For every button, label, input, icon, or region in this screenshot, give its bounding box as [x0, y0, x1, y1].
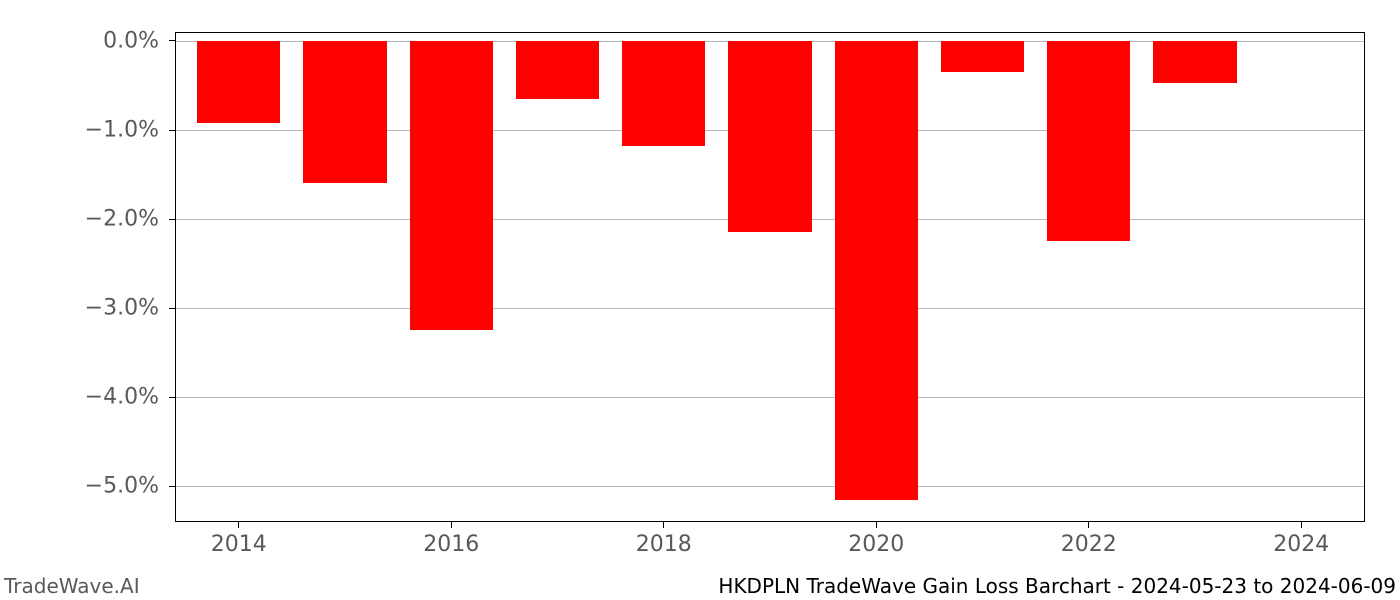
bar	[1047, 41, 1130, 241]
y-tick-mark	[169, 130, 175, 131]
x-tick-mark	[876, 522, 877, 528]
y-tick-mark	[169, 219, 175, 220]
gridline	[175, 397, 1365, 398]
x-tick-mark	[238, 522, 239, 528]
bar	[941, 41, 1024, 72]
bar	[1153, 41, 1236, 83]
x-tick-label: 2018	[636, 532, 692, 557]
bar	[728, 41, 811, 233]
y-tick-mark	[169, 40, 175, 41]
y-tick-label: −3.0%	[0, 296, 159, 321]
x-tick-mark	[1301, 522, 1302, 528]
x-tick-label: 2016	[423, 532, 479, 557]
bar	[622, 41, 705, 146]
bar	[835, 41, 918, 500]
y-tick-label: −5.0%	[0, 474, 159, 499]
x-tick-label: 2020	[848, 532, 904, 557]
x-tick-mark	[451, 522, 452, 528]
gridline	[175, 486, 1365, 487]
x-tick-mark	[1088, 522, 1089, 528]
y-tick-mark	[169, 397, 175, 398]
y-tick-label: 0.0%	[0, 28, 159, 53]
gain-loss-barchart: 0.0% −1.0% −2.0% −3.0% −4.0% −5.0% 2014 2016 20…	[0, 0, 1400, 600]
y-tick-label: −4.0%	[0, 385, 159, 410]
x-tick-label: 2022	[1061, 532, 1117, 557]
y-tick-mark	[169, 486, 175, 487]
gridline	[175, 308, 1365, 309]
caption-right: HKDPLN TradeWave Gain Loss Barchart - 20…	[718, 574, 1396, 598]
watermark-left: TradeWave.AI	[4, 574, 140, 598]
x-tick-label: 2014	[211, 532, 267, 557]
bar	[197, 41, 280, 123]
bar	[410, 41, 493, 331]
plot-area	[175, 32, 1365, 522]
bar	[516, 41, 599, 99]
y-tick-mark	[169, 308, 175, 309]
bar	[303, 41, 386, 184]
y-tick-label: −2.0%	[0, 207, 159, 232]
y-tick-label: −1.0%	[0, 118, 159, 143]
x-tick-label: 2024	[1273, 532, 1329, 557]
x-tick-mark	[663, 522, 664, 528]
